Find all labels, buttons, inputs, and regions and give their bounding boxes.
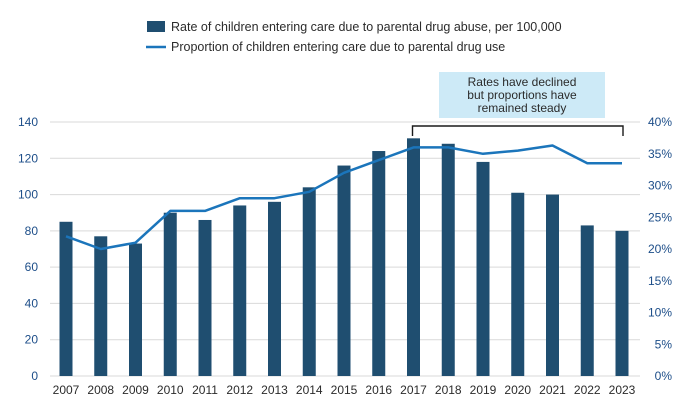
annotation-line-3: remained steady xyxy=(478,101,567,115)
bar-2022 xyxy=(580,225,594,376)
right-tick-label: 25% xyxy=(648,210,672,224)
annotation-bracket xyxy=(411,125,624,136)
x-tick-label: 2015 xyxy=(331,383,358,397)
bar-2011 xyxy=(198,219,212,376)
x-tick-label: 2008 xyxy=(87,383,114,397)
line-series xyxy=(65,144,622,251)
legend-label-bar: Rate of children entering care due to pa… xyxy=(171,20,562,34)
x-tick-label: 2009 xyxy=(122,383,149,397)
right-tick-label: 10% xyxy=(648,306,672,320)
x-tick-label: 2023 xyxy=(609,383,636,397)
right-tick-label: 15% xyxy=(648,274,672,288)
left-tick-label: 40 xyxy=(25,296,39,310)
bar-2017 xyxy=(407,138,420,376)
bar-2020 xyxy=(511,192,525,376)
left-tick-label: 120 xyxy=(18,151,38,165)
x-tick-label: 2012 xyxy=(226,383,253,397)
right-tick-label: 40% xyxy=(648,115,672,129)
bar-2013 xyxy=(268,201,281,376)
x-tick-label: 2018 xyxy=(435,383,462,397)
x-axis: 2007 2008 2009 2010 2011 2012 2013 2014 2015 2016… xyxy=(53,383,636,397)
x-tick-label: 2016 xyxy=(365,383,392,397)
right-axis: 0% 5% 10% 15% 20% 25% 30% 35% 40% xyxy=(648,115,672,383)
x-tick-label: 2014 xyxy=(296,383,323,397)
bar-2021 xyxy=(546,194,559,376)
legend-swatch-bar xyxy=(147,21,165,32)
bar-2008 xyxy=(94,236,108,376)
bar-2007 xyxy=(59,221,73,376)
bar-2016 xyxy=(372,151,386,376)
right-tick-label: 5% xyxy=(655,337,673,351)
right-tick-label: 30% xyxy=(648,179,672,193)
x-tick-label: 2013 xyxy=(261,383,288,397)
bar-2014 xyxy=(302,187,316,376)
x-tick-label: 2020 xyxy=(504,383,531,397)
left-tick-label: 100 xyxy=(18,188,38,202)
bar-series xyxy=(59,138,629,376)
left-tick-label: 20 xyxy=(25,333,39,347)
x-tick-label: 2007 xyxy=(53,383,80,397)
x-tick-label: 2010 xyxy=(157,383,184,397)
annotation-line-1: Rates have declined xyxy=(468,75,577,89)
x-tick-label: 2021 xyxy=(539,383,566,397)
bar-2023 xyxy=(615,230,629,376)
x-tick-label: 2017 xyxy=(400,383,427,397)
annotation: Rates have declined but proportions have… xyxy=(411,72,624,136)
left-tick-label: 80 xyxy=(25,224,39,238)
right-tick-label: 20% xyxy=(648,242,672,256)
annotation-line-2: but proportions have xyxy=(467,88,577,102)
bar-2010 xyxy=(163,212,177,376)
x-tick-label: 2022 xyxy=(574,383,601,397)
left-tick-label: 140 xyxy=(18,115,38,129)
x-tick-label: 2019 xyxy=(470,383,497,397)
bar-2015 xyxy=(337,165,351,376)
left-tick-label: 0 xyxy=(31,369,38,383)
bar-2012 xyxy=(233,205,247,376)
x-tick-label: 2011 xyxy=(192,383,218,397)
annotation-box xyxy=(439,72,605,118)
legend: Rate of children entering care due to pa… xyxy=(146,20,562,54)
proportion-line xyxy=(65,144,622,251)
bar-2018 xyxy=(441,143,455,376)
left-axis: 0 20 40 60 80 100 120 140 xyxy=(18,115,38,383)
right-tick-label: 0% xyxy=(655,369,673,383)
bar-2009 xyxy=(129,243,142,376)
bar-2019 xyxy=(476,161,490,376)
right-tick-label: 35% xyxy=(648,147,672,161)
left-tick-label: 60 xyxy=(25,260,39,274)
legend-label-line: Proportion of children entering care due… xyxy=(171,40,505,54)
